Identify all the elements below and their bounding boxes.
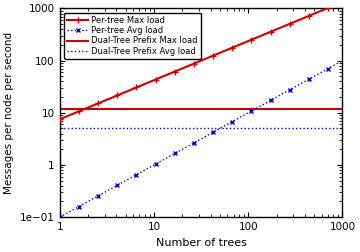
Dual-Tree Prefix Max load — [149, 107, 153, 110]
Dual-Tree Prefix Avg load — [153, 127, 158, 130]
Per-tree Avg load — [58, 216, 62, 219]
Line: Per-tree Avg load: Per-tree Avg load — [58, 58, 345, 219]
Dual-Tree Prefix Avg load — [105, 127, 110, 130]
Per-tree Avg load — [149, 165, 153, 168]
Dual-Tree Prefix Avg load — [235, 127, 239, 130]
Per-tree Max load — [340, 1, 345, 4]
Dual-Tree Prefix Avg load — [139, 127, 143, 130]
Dual-Tree Prefix Avg load — [149, 127, 153, 130]
Dual-Tree Prefix Avg load — [130, 127, 134, 130]
Per-tree Max load — [139, 84, 143, 87]
Per-tree Avg load — [153, 163, 158, 166]
Per-tree Max load — [153, 78, 158, 81]
Dual-Tree Prefix Max load — [130, 107, 134, 110]
Per-tree Max load — [105, 98, 110, 101]
Dual-Tree Prefix Max load — [340, 107, 345, 110]
Per-tree Max load — [149, 80, 153, 83]
Per-tree Max load — [58, 118, 62, 121]
Per-tree Max load — [235, 44, 239, 47]
Dual-Tree Prefix Max load — [153, 107, 158, 110]
Y-axis label: Messages per node per second: Messages per node per second — [4, 32, 14, 194]
Line: Per-tree Max load: Per-tree Max load — [57, 0, 345, 122]
Legend: Per-tree Max load, Per-tree Avg load, Dual-Tree Prefix Max load, Dual-Tree Prefi: Per-tree Max load, Per-tree Avg load, Du… — [64, 13, 201, 59]
Per-tree Avg load — [139, 171, 143, 174]
Per-tree Avg load — [340, 59, 345, 62]
Dual-Tree Prefix Max load — [139, 107, 143, 110]
Dual-Tree Prefix Max load — [105, 107, 110, 110]
Per-tree Avg load — [105, 189, 110, 192]
Dual-Tree Prefix Avg load — [340, 127, 345, 130]
Per-tree Avg load — [130, 176, 134, 179]
Dual-Tree Prefix Max load — [58, 107, 62, 110]
X-axis label: Number of trees: Number of trees — [156, 238, 247, 247]
Per-tree Max load — [130, 88, 134, 91]
Per-tree Avg load — [235, 117, 239, 120]
Dual-Tree Prefix Avg load — [58, 127, 62, 130]
Dual-Tree Prefix Max load — [235, 107, 239, 110]
